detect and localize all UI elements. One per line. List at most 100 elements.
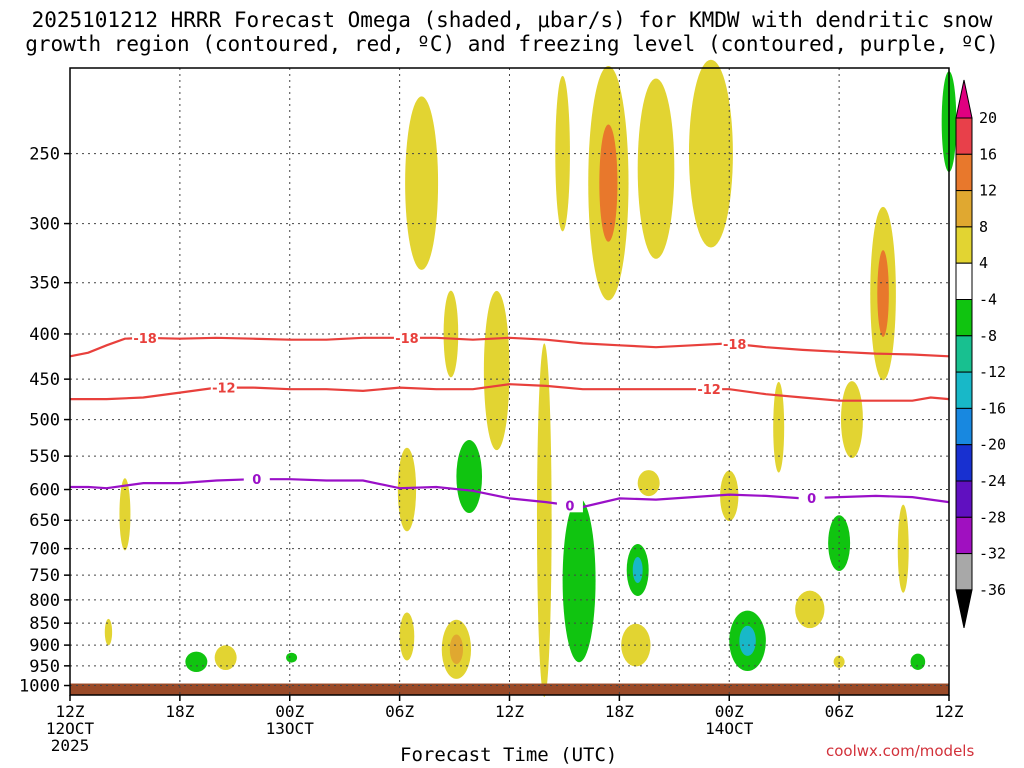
contour-label: 0 bbox=[565, 499, 574, 514]
x-tick-label: 00Z bbox=[275, 702, 304, 721]
y-axis: 2503003504004505005506006507007508008509… bbox=[19, 145, 70, 697]
contour-label: 0 bbox=[252, 473, 261, 488]
colorbar-swatch bbox=[955, 516, 973, 555]
grid-lines bbox=[70, 68, 949, 695]
omega-region bbox=[795, 590, 825, 629]
x-tick-label: 2025 bbox=[51, 736, 90, 755]
omega-region-core bbox=[739, 625, 756, 656]
x-tick-label: 06Z bbox=[385, 702, 414, 721]
contour-line-0 bbox=[70, 478, 950, 509]
terrain-mask bbox=[70, 683, 949, 695]
contour-label-bg bbox=[798, 490, 825, 506]
colorbar: 20 16 12 8 4 -4 -8 -12 -16 -20 -24 -28 -32 -36 bbox=[955, 79, 1006, 629]
colorbar-label: -8 bbox=[979, 327, 997, 345]
omega-region-core bbox=[877, 250, 889, 337]
omega-region bbox=[562, 498, 596, 663]
contour-label: -18 bbox=[395, 332, 419, 347]
colorbar-swatch bbox=[955, 153, 973, 192]
x-tick-label: 14OCT bbox=[705, 719, 754, 738]
x-tick-label: 06Z bbox=[825, 702, 854, 721]
contour-label-bg bbox=[243, 471, 270, 487]
x-tick-label: 12Z bbox=[56, 702, 85, 721]
chart-title-line-1: 2025101212 HRRR Forecast Omega (shaded, … bbox=[31, 8, 993, 32]
contour-label-bg bbox=[721, 335, 748, 351]
colorbar-label: 4 bbox=[979, 254, 988, 272]
colorbar-swatch bbox=[955, 480, 973, 518]
y-tick-label: 400 bbox=[29, 325, 60, 345]
omega-region bbox=[443, 290, 459, 378]
contour-label-bg bbox=[132, 329, 159, 345]
y-tick-label: 950 bbox=[29, 657, 60, 677]
omega-region bbox=[910, 653, 926, 670]
omega-region bbox=[483, 290, 510, 451]
colorbar-swatch bbox=[955, 226, 973, 264]
chart-title-line-2: growth region (contoured, red, ºC) and f… bbox=[25, 32, 999, 56]
contour-label-bg bbox=[696, 381, 723, 397]
colorbar-label: -28 bbox=[979, 508, 1006, 526]
omega-region bbox=[286, 652, 298, 663]
colorbar-swatch bbox=[955, 553, 973, 591]
contour-line--18 bbox=[69, 336, 950, 358]
x-tick-label: 12OCT bbox=[46, 719, 95, 738]
omega-shading-layer bbox=[104, 59, 957, 698]
colorbar-label: 8 bbox=[979, 218, 988, 236]
x-tick-label: 12Z bbox=[495, 702, 524, 721]
contour-label: 0 bbox=[807, 492, 816, 507]
contour-label: -18 bbox=[133, 332, 157, 347]
colorbar-swatch bbox=[955, 407, 973, 446]
y-tick-label: 600 bbox=[29, 481, 60, 501]
omega-region bbox=[773, 381, 785, 473]
x-axis-title: Forecast Time (UTC) bbox=[400, 744, 618, 766]
colorbar-label: 12 bbox=[979, 182, 997, 200]
omega-region bbox=[897, 504, 909, 593]
colorbar-label: -20 bbox=[979, 436, 1006, 454]
omega-region bbox=[833, 655, 845, 668]
y-tick-label: 750 bbox=[29, 566, 60, 586]
y-tick-label: 450 bbox=[29, 370, 60, 390]
contour-label: -12 bbox=[697, 383, 721, 398]
omega-region bbox=[637, 78, 675, 259]
x-tick-label: 13OCT bbox=[266, 719, 315, 738]
y-tick-label: 850 bbox=[29, 614, 60, 634]
y-tick-label: 300 bbox=[29, 215, 60, 235]
colorbar-label: -36 bbox=[979, 581, 1006, 599]
y-tick-label: 500 bbox=[29, 411, 60, 431]
omega-region-core bbox=[632, 557, 643, 583]
colorbar-swatch bbox=[955, 262, 973, 301]
colorbar-swatch bbox=[955, 299, 973, 337]
colorbar-label: -4 bbox=[979, 291, 997, 309]
contour-label-bg bbox=[556, 497, 583, 513]
y-tick-label: 800 bbox=[29, 591, 60, 611]
y-tick-label: 350 bbox=[29, 274, 60, 294]
colorbar-label: 16 bbox=[979, 145, 997, 163]
colorbar-swatch bbox=[955, 444, 973, 482]
colorbar-label: -12 bbox=[979, 363, 1006, 381]
credit-text: coolwx.com/models bbox=[826, 742, 975, 760]
omega-region bbox=[214, 645, 237, 671]
colorbar-label: -24 bbox=[979, 472, 1006, 490]
y-tick-label: 650 bbox=[29, 511, 60, 531]
omega-region bbox=[104, 618, 113, 646]
x-tick-label: 18Z bbox=[605, 702, 634, 721]
omega-region bbox=[456, 440, 483, 514]
omega-region-core bbox=[449, 634, 463, 665]
omega-region bbox=[688, 59, 733, 248]
x-tick-label: 00Z bbox=[715, 702, 744, 721]
y-tick-label: 550 bbox=[29, 447, 60, 467]
colorbar-swatch bbox=[955, 190, 973, 228]
y-tick-label: 900 bbox=[29, 636, 60, 656]
colorbar-label: -32 bbox=[979, 545, 1006, 563]
contour-layer: -18 -18 -18 -12 -12 0 0 0 bbox=[69, 329, 950, 514]
contour-label-bg bbox=[393, 329, 420, 345]
omega-region-core bbox=[599, 124, 618, 242]
omega-region bbox=[637, 470, 660, 497]
colorbar-label: -16 bbox=[979, 399, 1006, 417]
y-tick-label: 700 bbox=[29, 540, 60, 560]
colorbar-swatch bbox=[955, 117, 973, 155]
colorbar-label: 20 bbox=[979, 109, 997, 127]
omega-region bbox=[405, 96, 439, 270]
colorbar-swatch bbox=[955, 335, 973, 373]
colorbar-swatch bbox=[955, 371, 973, 409]
